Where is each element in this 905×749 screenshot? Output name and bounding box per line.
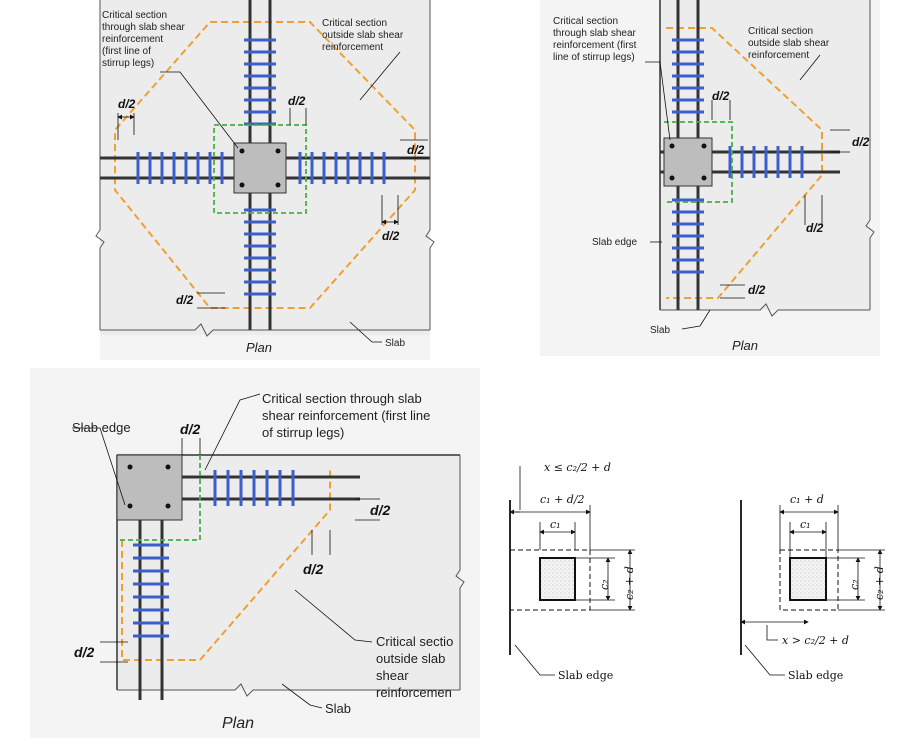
- column: [116, 454, 183, 521]
- dim-c1-d2: c₁ + d/2: [540, 493, 585, 506]
- critical-inside-line-3: reinforcement: [102, 34, 163, 45]
- slab-edge-label: Slab edge: [72, 420, 131, 435]
- critical-inside-line-1: Critical section: [102, 10, 167, 21]
- critical-outside-line-4: reinforcemen: [376, 685, 452, 700]
- panel-corner: Slab edge d/2 Critical section through s…: [30, 368, 480, 738]
- slab-break-right: [455, 455, 465, 690]
- dim-c1: c₁: [800, 518, 811, 531]
- column: [789, 557, 827, 601]
- critical-outside-line-3: reinforcement: [322, 42, 383, 53]
- critical-section-outside: [666, 27, 823, 299]
- critical-inside-line-1: Critical section through slab: [262, 391, 422, 406]
- critical-section-outside: [114, 21, 416, 309]
- dim-d2-bottom: d/2: [748, 283, 766, 297]
- dim-d2-top: d/2: [288, 94, 306, 108]
- slab-label: Slab: [385, 338, 405, 349]
- dim-c2: c₂: [598, 579, 611, 590]
- dim-d2-bottom: d/2: [176, 293, 194, 307]
- critical-outside-line-1: Critical section: [748, 26, 813, 37]
- stirrups-bottom: [672, 198, 704, 274]
- critical-perimeter: [509, 549, 591, 611]
- panel-small-right: c₁ + d c₁ c₂ c₂ + d x > c₂/2 + d Slab ed…: [740, 493, 886, 682]
- critical-inside-line-3: of stirrup legs): [262, 425, 344, 440]
- column: [539, 557, 576, 601]
- panel-bg: [100, 335, 430, 360]
- stirrups-horizontal-left: [136, 152, 224, 184]
- critical-inside-line-4: line of stirrup legs): [553, 52, 635, 63]
- dim-c2-d: c₂ + d: [873, 566, 886, 600]
- slab-label: Slab: [650, 325, 670, 336]
- x-label: x ≤ c₂/2 + d: [544, 461, 611, 474]
- critical-inside-line-2: shear reinforcement (first line: [262, 408, 430, 423]
- slab-break-bottom: [117, 683, 460, 697]
- critical-outside-line-2: outside slab: [376, 651, 445, 666]
- critical-section-outside: [121, 468, 331, 661]
- dim-d2-right: d/2: [852, 135, 870, 149]
- dim-c1-d: c₁ + d: [790, 493, 824, 506]
- critical-outside-line-3: shear: [376, 668, 409, 683]
- dim-d2-right: d/2: [370, 502, 390, 518]
- critical-outside-line-1: Critical sectio: [376, 634, 453, 649]
- critical-inside-line-4: (first line of: [102, 46, 151, 57]
- critical-section-inside: [117, 455, 201, 541]
- critical-inside-line-5: stirrup legs): [102, 58, 154, 69]
- critical-section-inside: [664, 121, 733, 203]
- slab-edge-label: Slab edge: [788, 669, 843, 682]
- critical-inside-line-2: through slab shear: [553, 28, 637, 39]
- dim-d2-lower-right: d/2: [806, 221, 824, 235]
- plan-title: Plan: [246, 340, 272, 355]
- slab-break-bottom: [660, 303, 870, 317]
- critical-section-inside: [213, 124, 307, 214]
- dim-d2-right: d/2: [407, 143, 425, 157]
- slab-edge-label: Slab edge: [592, 237, 637, 248]
- stirrups-right: [213, 470, 295, 506]
- critical-inside-line-1: Critical section: [553, 16, 618, 27]
- critical-outside-line-2: outside slab shear: [748, 38, 830, 49]
- dim-c2: c₂: [848, 579, 861, 590]
- critical-outside-line-3: reinforcement: [748, 50, 809, 61]
- critical-outside-line-1: Critical section: [322, 18, 387, 29]
- plan-title: Plan: [732, 338, 758, 353]
- dim-d2-left: d/2: [118, 97, 136, 111]
- panel-edge: Critical section through slab shear rein…: [540, 0, 880, 356]
- stirrups-top: [672, 38, 704, 114]
- critical-perimeter: [779, 549, 839, 611]
- column-bars: [239, 148, 281, 188]
- plan-title: Plan: [222, 715, 254, 732]
- stirrups-horizontal-right: [298, 152, 386, 184]
- dim-d2-lower-right: d/2: [382, 229, 400, 243]
- slab-label: Slab: [325, 701, 351, 716]
- stirrups-vertical-top: [244, 38, 276, 126]
- dim-d2-top: d/2: [180, 421, 200, 437]
- slab-break-right: [425, 0, 435, 330]
- panel-interior: Critical section through slab shear rein…: [95, 0, 435, 360]
- x-label: x > c₂/2 + d: [782, 634, 849, 647]
- critical-inside-line-2: through slab shear: [102, 22, 186, 33]
- slab-edge-label: Slab edge: [558, 669, 613, 682]
- slab-break-left: [95, 0, 105, 330]
- critical-inside-line-3: reinforcement (first: [553, 40, 637, 51]
- slab-break-right: [865, 0, 875, 310]
- dim-d2-top: d/2: [712, 89, 730, 103]
- dim-d2-bottom: d/2: [74, 644, 94, 660]
- panel-small-left: x ≤ c₂/2 + d c₁ + d/2 c₁ c₂ c₂ + d Slab …: [509, 461, 636, 682]
- dim-d2-lower: d/2: [303, 561, 323, 577]
- dim-c2-d: c₂ + d: [623, 566, 636, 600]
- dim-c1: c₁: [550, 518, 561, 531]
- stirrups-down: [133, 543, 169, 638]
- stirrups-vertical-bottom: [244, 208, 276, 296]
- stirrups-right: [728, 146, 804, 178]
- critical-outside-line-2: outside slab shear: [322, 30, 404, 41]
